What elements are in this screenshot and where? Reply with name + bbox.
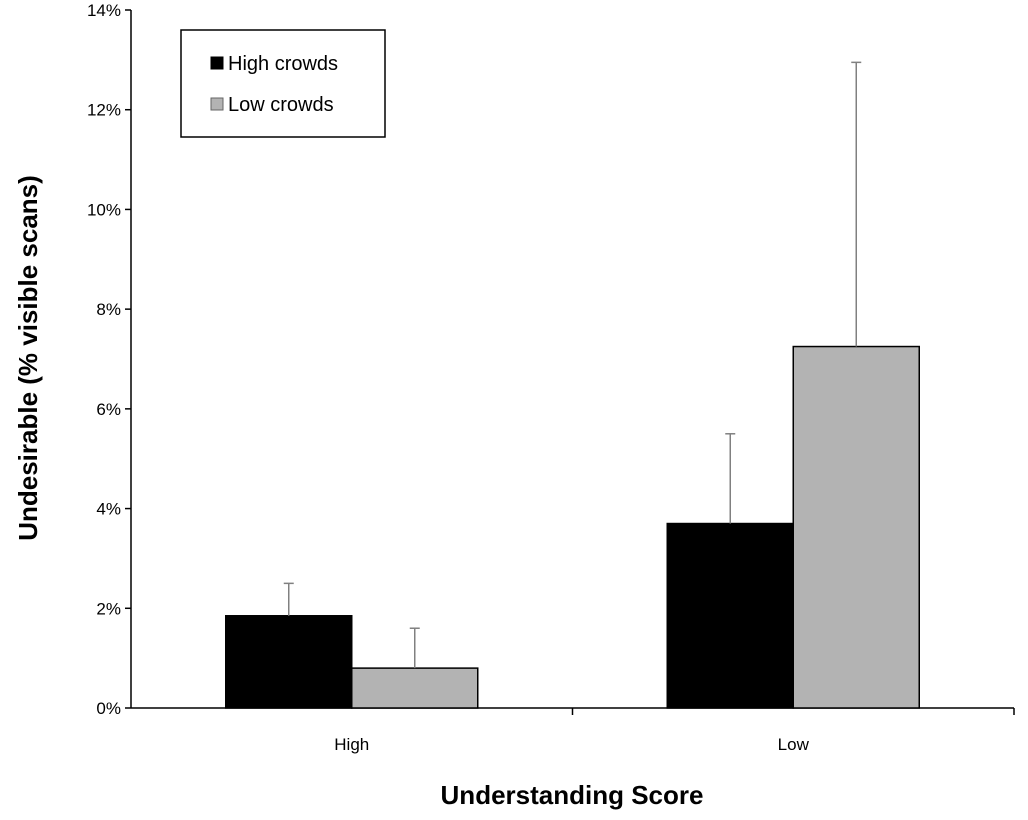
y-tick-label: 8% — [96, 300, 121, 319]
y-tick-label: 12% — [87, 101, 121, 120]
y-tick-label: 10% — [87, 200, 121, 219]
legend-swatch-low-crowds — [210, 97, 224, 111]
x-axis-title: Understanding Score — [441, 780, 704, 810]
y-tick-label: 14% — [87, 1, 121, 20]
bar — [792, 345, 920, 709]
legend-frame — [180, 29, 386, 138]
bar — [666, 522, 794, 709]
y-tick-label: 2% — [96, 599, 121, 618]
bar — [351, 667, 479, 709]
y-tick-label: 6% — [96, 400, 121, 419]
x-tick-label: Low — [778, 735, 810, 754]
y-tick-label: 0% — [96, 699, 121, 718]
x-axis-ticks: High Low — [334, 708, 1015, 754]
x-tick-label: High — [334, 735, 369, 754]
error-bars — [283, 61, 862, 669]
bar — [225, 615, 353, 709]
bars — [225, 345, 920, 709]
y-tick-label: 4% — [96, 500, 121, 519]
y-axis-ticks: 0% 2% 4% 6% 8% 10% 12% 14% — [87, 1, 131, 718]
legend-swatch-high-crowds — [210, 56, 224, 70]
legend: High crowds Low crowds — [180, 29, 386, 138]
legend-label-high-crowds: High crowds — [228, 53, 338, 75]
y-axis-title: Undesirable (% visible scans) — [13, 175, 43, 541]
legend-label-low-crowds: Low crowds — [228, 94, 334, 116]
